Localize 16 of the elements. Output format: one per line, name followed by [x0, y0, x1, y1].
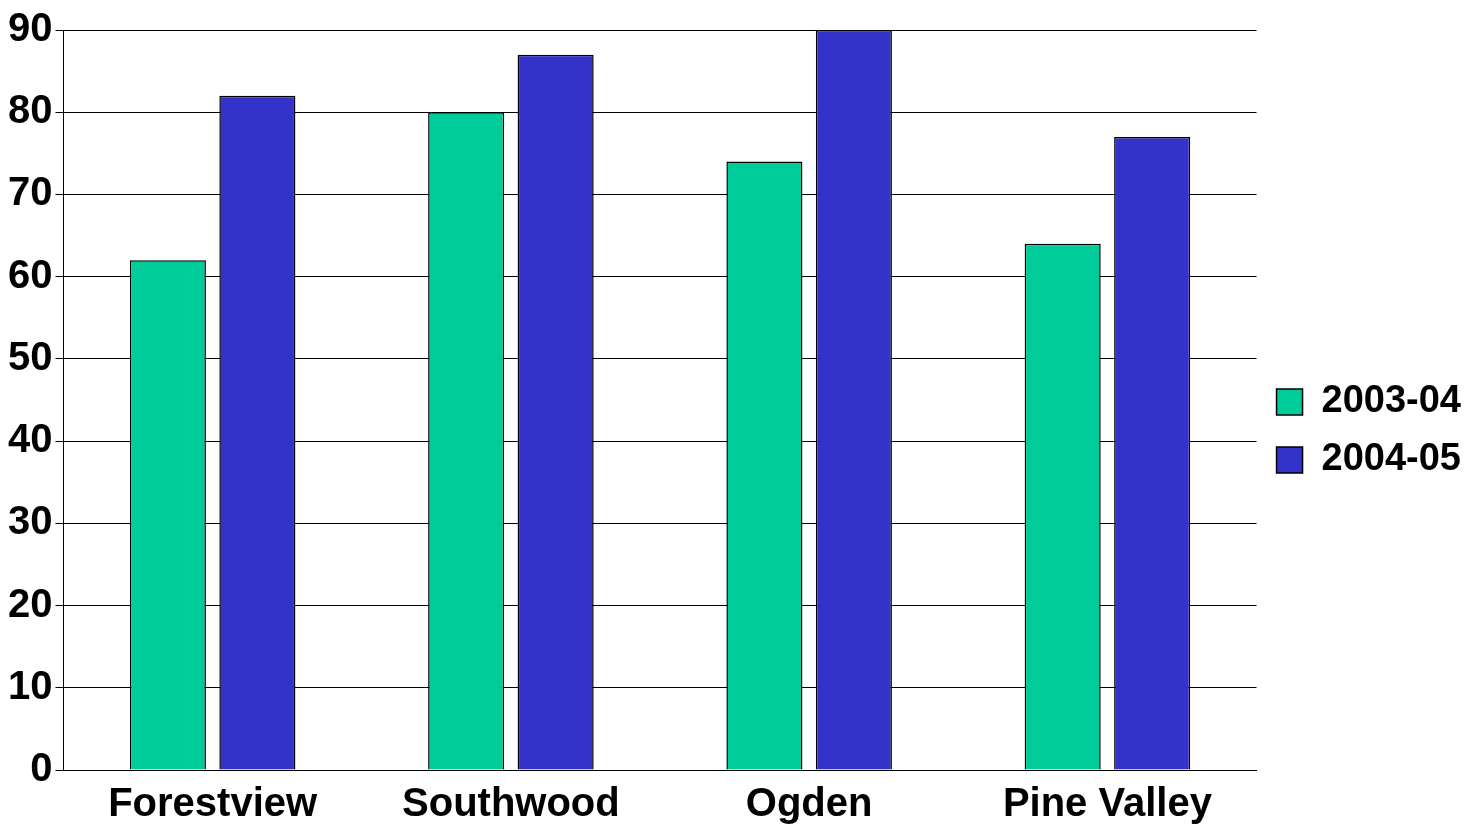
y-tick-label: 30	[7, 498, 53, 543]
y-tick-label: 60	[7, 251, 53, 296]
y-tick-label: 50	[7, 333, 53, 378]
y-tick-label: 10	[7, 662, 53, 707]
y-tick-label: 0	[30, 745, 53, 790]
legend-label: 2004-05	[1321, 436, 1462, 479]
x-tick-label: Forestview	[108, 780, 318, 825]
y-tick-label: 90	[7, 5, 53, 50]
x-tick-label: Southwood	[402, 780, 620, 825]
y-tick-label: 70	[7, 169, 53, 214]
x-tick-label: Pine Valley	[1002, 780, 1213, 825]
y-tick-label: 20	[7, 580, 53, 625]
x-tick-label: Ogden	[745, 780, 873, 825]
y-tick-label: 40	[7, 416, 53, 461]
legend-label: 2003-04	[1321, 378, 1462, 421]
y-tick-label: 80	[7, 87, 53, 132]
